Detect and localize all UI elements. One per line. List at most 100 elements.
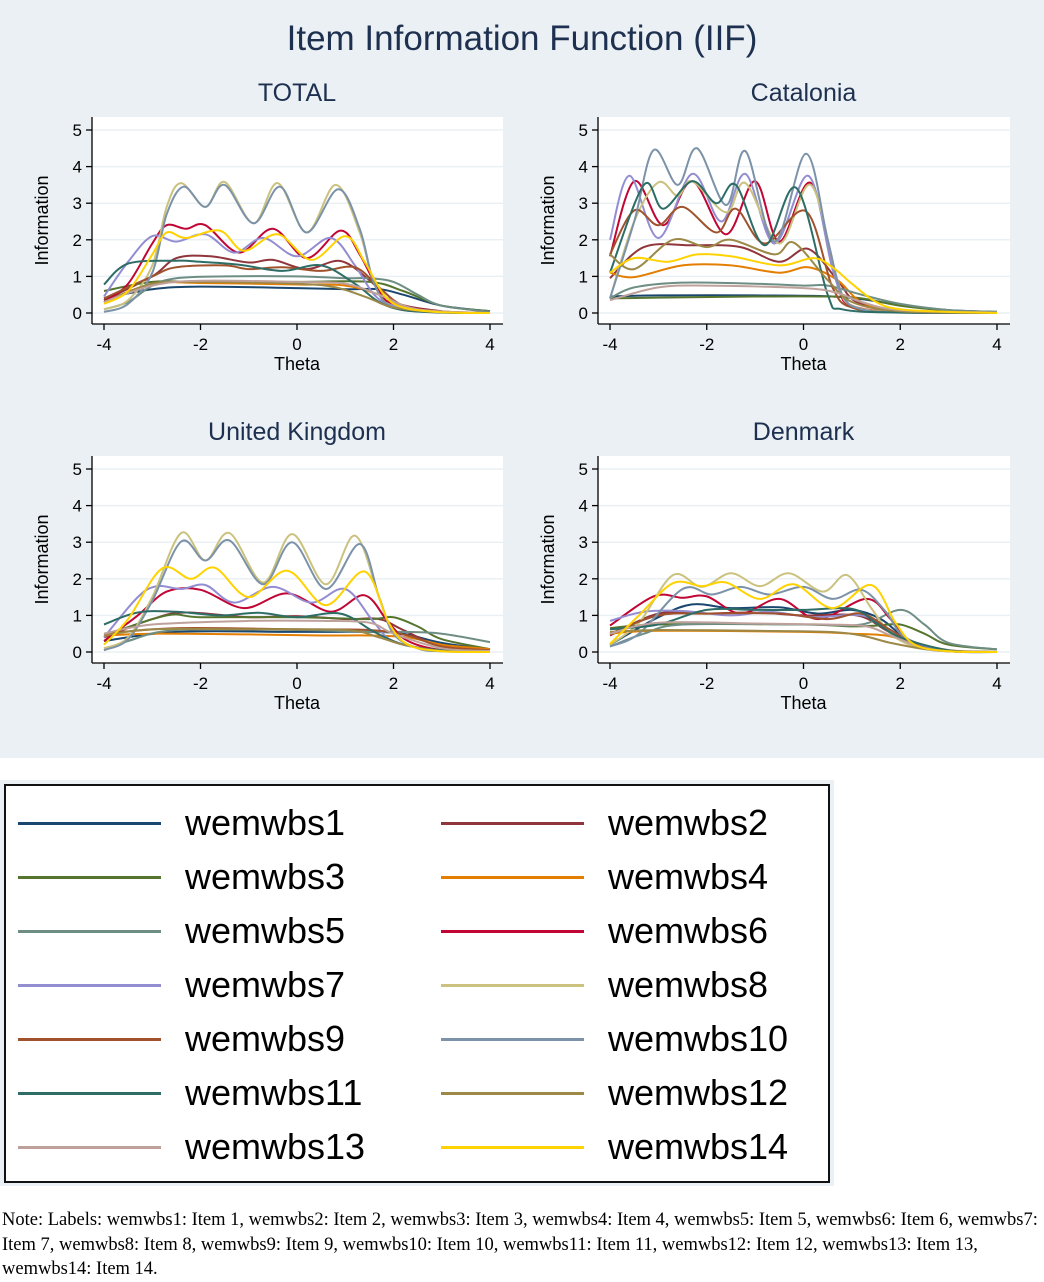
y-tick-label: 3	[579, 533, 588, 552]
legend-label: wemwbs10	[608, 1018, 789, 1059]
iif-figure: Item Information Function (IIF) TOTAL 0 1 2…	[32, 19, 1010, 713]
x-axis-label: Theta	[274, 354, 321, 374]
x-tick-label: 4	[992, 674, 1001, 693]
y-tick-label: 0	[73, 643, 82, 662]
x-tick-label: 4	[485, 674, 494, 693]
y-tick-label: 2	[73, 231, 82, 250]
y-tick-label: 3	[73, 533, 82, 552]
y-tick-label: 5	[579, 460, 588, 479]
series-line-wemwbs12	[609, 238, 998, 314]
x-tick-label: 2	[896, 335, 905, 354]
y-axis-label: Information	[32, 514, 52, 604]
x-tick-label: 2	[896, 674, 905, 693]
legend-label: wemwbs8	[608, 964, 769, 1005]
y-tick-label: 4	[73, 158, 82, 177]
x-tick-label: -2	[699, 674, 714, 693]
legend-label: wemwbs14	[608, 1126, 789, 1167]
series-line-wemwbs14	[103, 566, 491, 654]
y-tick-label: 3	[579, 194, 588, 213]
legend-item-wemwbs3: wemwbs3	[18, 850, 345, 904]
legend-label: wemwbs4	[608, 856, 769, 897]
legend-swatch	[441, 821, 584, 825]
legend-swatch	[441, 929, 584, 933]
legend-item-wemwbs8: wemwbs8	[441, 958, 768, 1012]
legend-swatch	[18, 875, 161, 879]
legend-swatch	[441, 1091, 584, 1095]
y-tick-label: 2	[579, 231, 588, 250]
x-tick-label: 0	[799, 674, 808, 693]
legend-item-wemwbs7: wemwbs7	[18, 958, 345, 1012]
legend-label: wemwbs2	[608, 802, 769, 843]
legend-swatch	[441, 983, 584, 987]
y-tick-label: 5	[73, 460, 82, 479]
legend-swatch	[18, 1091, 161, 1095]
x-tick-label: -2	[699, 335, 714, 354]
y-tick-label: 0	[579, 304, 588, 323]
legend-item-wemwbs5: wemwbs5	[18, 904, 345, 958]
y-tick-label: 4	[579, 158, 588, 177]
panel-denmark: Denmark 0 1 2 3 4 5 -4 -2 0 2 4 Theta Information	[538, 418, 1010, 713]
legend-item-wemwbs14: wemwbs14	[441, 1120, 788, 1174]
series-line-wemwbs10	[103, 183, 491, 314]
series-line-wemwbs11	[609, 180, 998, 314]
y-tick-label: 0	[73, 304, 82, 323]
series-line-wemwbs14	[103, 229, 491, 314]
figure-title: Item Information Function (IIF)	[287, 19, 758, 58]
legend-label: wemwbs5	[185, 910, 346, 951]
legend-label: wemwbs6	[608, 910, 769, 951]
x-tick-label: 0	[292, 674, 301, 693]
panel-total: TOTAL 0 1 2 3 4 5 -4 -2 0 2 4 Theta Information	[32, 79, 503, 374]
series-line-wemwbs5	[103, 628, 491, 652]
y-axis-label: Information	[538, 175, 558, 265]
x-tick-label: -4	[96, 674, 111, 693]
x-tick-label: 4	[485, 335, 494, 354]
y-tick-label: 5	[73, 121, 82, 140]
series-line-wemwbs11	[103, 259, 491, 314]
plot-background	[598, 456, 1010, 663]
panel-title: United Kingdom	[208, 418, 386, 446]
legend-item-wemwbs12: wemwbs12	[441, 1066, 788, 1120]
legend-item-wemwbs4: wemwbs4	[441, 850, 768, 904]
x-tick-label: -4	[602, 335, 617, 354]
y-tick-label: 2	[73, 570, 82, 589]
legend-item-wemwbs13: wemwbs13	[18, 1120, 365, 1174]
legend-label: wemwbs13	[185, 1126, 366, 1167]
y-tick-label: 1	[579, 267, 588, 286]
legend-item-wemwbs2: wemwbs2	[441, 796, 768, 850]
panel-title: Denmark	[753, 418, 855, 446]
y-axis-label: Information	[538, 514, 558, 604]
legend-swatch	[441, 1037, 584, 1041]
panel-title: TOTAL	[258, 79, 336, 107]
y-tick-label: 4	[579, 497, 588, 516]
series-line-wemwbs14	[609, 253, 998, 314]
y-tick-label: 0	[579, 643, 588, 662]
series-line-wemwbs10	[609, 147, 998, 314]
legend-label: wemwbs1	[185, 802, 346, 843]
legend-label: wemwbs7	[185, 964, 346, 1005]
figure-note: Note: Labels: wemwbs1: Item 1, wemwbs2: …	[2, 1210, 1038, 1279]
legend-container: wemwbs1 wemwbs2 wemwbs3 wemwbs4 wemwbs5 wemwb…	[0, 780, 834, 1186]
series-line-wemwbs7	[103, 233, 491, 315]
series-line-wemwbs8	[609, 572, 998, 653]
x-tick-label: 0	[292, 335, 301, 354]
panel-united-kingdom: United Kingdom 0 1 2 3 4 5 -4 -2 0 2 4 Theta Informat…	[32, 418, 503, 713]
legend-item-wemwbs6: wemwbs6	[441, 904, 768, 958]
legend-item-wemwbs1: wemwbs1	[18, 796, 345, 850]
y-axis-label: Information	[32, 175, 52, 265]
series-line-wemwbs13	[103, 619, 491, 652]
x-axis-label: Theta	[780, 354, 827, 374]
legend-swatch	[18, 1037, 161, 1041]
x-tick-label: -2	[193, 335, 208, 354]
y-tick-label: 4	[73, 497, 82, 516]
x-tick-label: 0	[799, 335, 808, 354]
x-tick-label: -2	[193, 674, 208, 693]
series-line-wemwbs3	[103, 613, 491, 651]
legend-swatch	[18, 821, 161, 825]
chart-area: Item Information Function (IIF) TOTAL 0 1 2…	[0, 0, 1044, 758]
legend-label: wemwbs12	[608, 1072, 789, 1113]
legend-item-wemwbs11: wemwbs11	[18, 1066, 362, 1120]
series-line-wemwbs4	[103, 632, 491, 651]
y-tick-label: 5	[579, 121, 588, 140]
legend-swatch	[18, 983, 161, 987]
x-axis-label: Theta	[274, 693, 321, 713]
